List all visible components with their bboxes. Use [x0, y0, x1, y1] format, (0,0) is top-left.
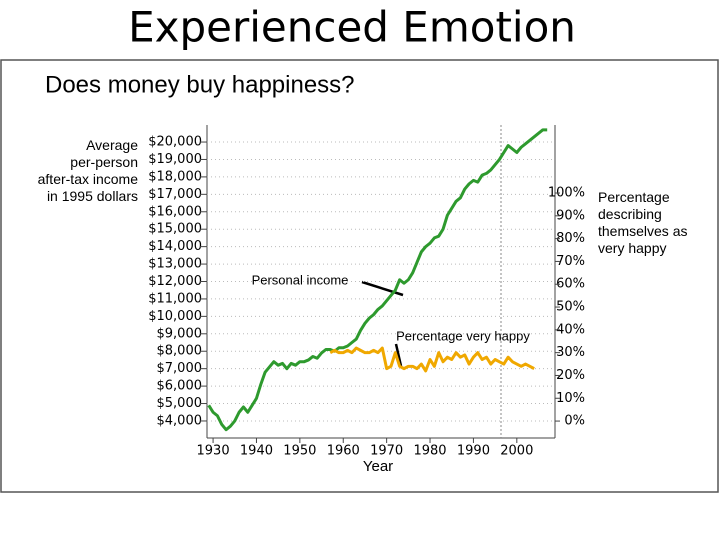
pointer: [394, 343, 403, 367]
slide-title: Experienced Emotion: [128, 3, 576, 52]
x-tick-label: 1970: [370, 444, 403, 459]
y2-tick-label: 60%: [556, 277, 585, 292]
y2-tick-label: 20%: [556, 368, 585, 383]
y2-tick-label: 10%: [556, 391, 585, 406]
y-tick-label: $14,000: [148, 239, 202, 254]
y-tick-label: $8,000: [157, 344, 203, 359]
x-tick-label: 1930: [197, 444, 230, 459]
y-tick-label: $20,000: [148, 135, 202, 150]
y-tick-label: $13,000: [148, 257, 202, 272]
x-tick-label: 2000: [500, 444, 533, 459]
y2-tick-label: 30%: [556, 345, 585, 360]
y2-tick-label: 90%: [556, 208, 585, 223]
y-tick-label: $17,000: [148, 187, 202, 202]
y2-tick-label: 80%: [556, 231, 585, 246]
line-series: [329, 346, 535, 373]
y-tick-label: $12,000: [148, 274, 202, 289]
annotation: Percentage very happy: [396, 328, 530, 343]
y2-tick-label: 50%: [556, 300, 585, 315]
y-tick-label: $7,000: [157, 361, 203, 376]
y2-tick-label: 40%: [556, 322, 585, 337]
axis-label: Average per-person after-tax income in 1995…: [38, 137, 139, 204]
y-tick-label: $16,000: [148, 204, 202, 219]
x-tick-label: 1950: [283, 444, 316, 459]
line-series: [207, 128, 548, 432]
subtitle: Does money buy happiness?: [45, 71, 355, 98]
y2-tick-label: 0%: [564, 414, 585, 429]
y-tick-label: $10,000: [148, 309, 202, 324]
y-tick-label: $19,000: [148, 152, 202, 167]
x-tick-label: 1960: [327, 444, 360, 459]
x-tick-label: 1980: [413, 444, 446, 459]
y-tick-label: $6,000: [157, 379, 203, 394]
y-tick-label: $9,000: [157, 326, 203, 341]
y2-tick-label: 70%: [556, 254, 585, 269]
y-tick-label: $5,000: [157, 396, 203, 411]
y-tick-label: $4,000: [157, 413, 203, 428]
pointer: [361, 280, 404, 297]
x-tick-label: 1990: [457, 444, 490, 459]
y2-tick-label: 100%: [548, 186, 585, 201]
y-tick-label: $15,000: [148, 222, 202, 237]
slide-frame: [0, 59, 719, 493]
x-tick-label: 1940: [240, 444, 273, 459]
annotation: Personal income: [252, 272, 349, 287]
axis-label: Percentage describing themselves as very ha…: [598, 189, 687, 256]
y-tick-label: $11,000: [148, 291, 202, 306]
y-tick-label: $18,000: [148, 169, 202, 184]
x-axis-label: Year: [363, 458, 393, 475]
